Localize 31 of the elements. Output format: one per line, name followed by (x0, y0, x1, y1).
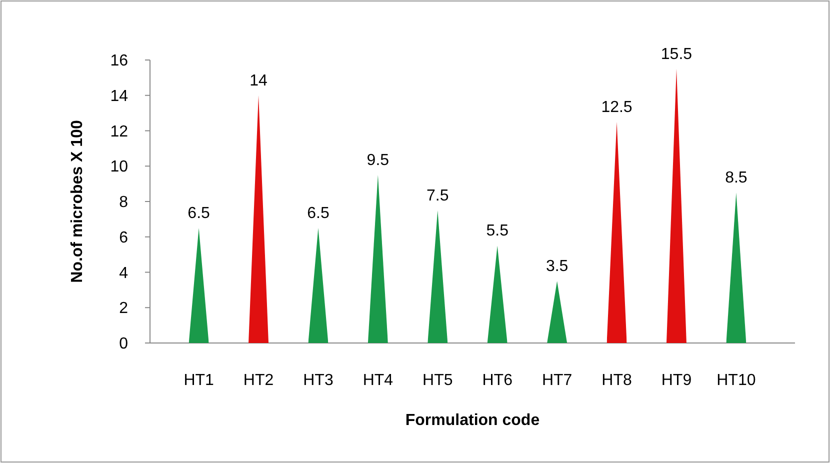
y-tick-label: 4 (119, 264, 128, 282)
x-tick-label: HT5 (422, 372, 453, 389)
data-label: 7.5 (426, 187, 449, 204)
y-tick-label: 8 (119, 194, 128, 212)
x-tick-label: HT8 (602, 372, 632, 389)
x-tick-label: HT2 (243, 372, 274, 389)
data-label: 5.5 (486, 222, 509, 240)
data-label: 3.5 (546, 258, 568, 276)
data-label: 6.5 (307, 205, 330, 222)
data-label: 15.5 (660, 46, 692, 63)
data-label: 6.5 (188, 205, 210, 222)
y-tick-label: 0 (119, 336, 128, 353)
y-tick-label: 2 (119, 300, 128, 318)
data-label: 8.5 (725, 170, 748, 187)
y-tick-label: 14 (110, 88, 128, 105)
x-tick-label: HT7 (542, 372, 572, 389)
y-tick-label: 16 (110, 52, 128, 70)
x-tick-label: HT3 (303, 372, 334, 389)
y-axis-title: No.of microbes X 100 (69, 120, 86, 283)
data-label: 9.5 (366, 152, 390, 169)
x-tick-label: HT6 (482, 372, 513, 389)
y-tick-label: 10 (110, 158, 128, 176)
x-tick-label: HT10 (716, 372, 756, 389)
y-tick-label: 12 (110, 123, 128, 140)
x-axis-title: Formulation code (405, 412, 540, 429)
x-tick-label: HT1 (184, 372, 214, 389)
y-tick-label: 6 (119, 229, 128, 246)
data-label: 14 (250, 72, 268, 90)
data-label: 12.5 (601, 98, 632, 116)
x-tick-label: HT9 (661, 372, 692, 389)
x-tick-label: HT4 (362, 372, 394, 389)
